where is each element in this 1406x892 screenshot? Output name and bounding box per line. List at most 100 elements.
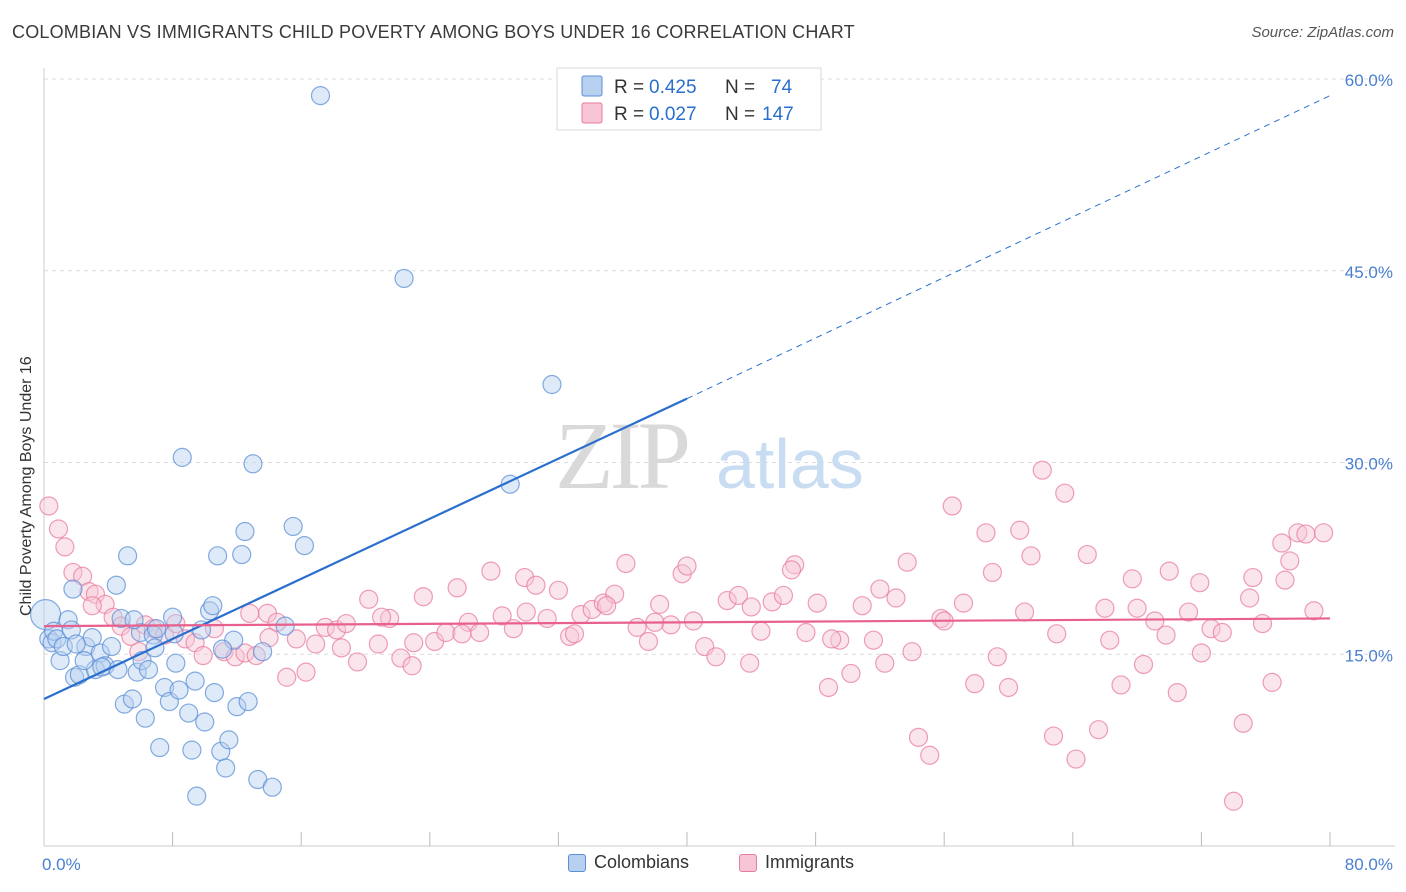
legend-swatch-colombians	[581, 75, 603, 97]
immigrants-point-97	[1066, 749, 1086, 769]
immigrants-point-120	[1304, 601, 1324, 621]
immigrants-point-111	[1223, 791, 1244, 811]
x-tick-label-1: 80.0%	[1345, 855, 1393, 874]
immigrants-point-30	[315, 617, 335, 638]
immigrants-point-91	[998, 677, 1019, 698]
immigrants-point-136	[870, 579, 890, 599]
immigrants-point-127	[452, 624, 472, 644]
immigrants-point-89	[976, 523, 996, 543]
blue-square-icon	[568, 853, 586, 872]
immigrants-point-147	[1275, 570, 1295, 590]
colombians-trend-extension	[686, 95, 1331, 400]
immigrants-point-130	[597, 596, 617, 616]
immigrants-point-6	[85, 584, 106, 604]
immigrants-point-3	[63, 562, 83, 583]
immigrants-point-1	[48, 519, 69, 539]
colombians-point-58	[283, 516, 303, 537]
immigrants-point-137	[902, 642, 922, 662]
pink-square-icon	[739, 853, 757, 872]
colombians-point-26	[138, 659, 159, 680]
immigrants-point-100	[1100, 630, 1120, 650]
immigrants-point-48	[515, 567, 535, 588]
legend-box: R = 0.425 N = 74 R = 0.027 N = 147	[556, 67, 822, 131]
immigrants-point-26	[277, 667, 297, 687]
colombians-point-38	[185, 671, 205, 691]
y-tick-label-2: 45.0%	[1345, 263, 1393, 282]
immigrants-point-78	[852, 596, 872, 616]
colombians-point-51	[235, 521, 255, 542]
immigrants-point-59	[638, 631, 659, 652]
immigrants-point-18	[193, 645, 213, 666]
colombians-point-61	[394, 268, 414, 289]
immigrants-point-112	[1233, 713, 1253, 733]
colombians-point-32	[163, 607, 183, 627]
y-tick-label-1: 30.0%	[1345, 455, 1393, 474]
immigrants-point-116	[1272, 533, 1292, 553]
immigrants-point-44	[470, 622, 490, 643]
immigrants-point-145	[1191, 643, 1212, 663]
colombians-point-36	[179, 703, 199, 723]
immigrants-point-124	[331, 638, 351, 658]
colombians-point-43	[204, 682, 224, 703]
immigrants-point-108	[1190, 573, 1210, 593]
bottom-legend-immigrants: Immigrants	[739, 852, 854, 873]
colombians-point-35	[172, 447, 192, 467]
chart-title: COLOMBIAN VS IMMIGRANTS CHILD POVERTY AM…	[12, 22, 855, 42]
colombians-point-63	[542, 374, 562, 395]
immigrants-point-81	[886, 588, 906, 608]
immigrants-point-134	[781, 560, 802, 580]
immigrants-point-106	[1167, 682, 1187, 703]
colombians-point-17	[106, 575, 126, 595]
immigrants-point-80	[875, 653, 895, 673]
colombians-point-66	[92, 657, 112, 677]
immigrants-point-33	[347, 652, 368, 672]
immigrants-point-94	[1032, 460, 1052, 480]
immigrants-point-98	[1077, 544, 1097, 565]
chart-source: Source: ZipAtlas.com	[1251, 24, 1394, 41]
tick-labels: 15.0% 30.0% 45.0% 60.0% 0.0% 80.0%	[42, 71, 1393, 874]
colombians-point-57	[275, 616, 295, 636]
immigrants-point-102	[1122, 569, 1142, 589]
immigrants-point-54	[582, 599, 602, 620]
immigrants-point-119	[1296, 524, 1316, 544]
colombians-point-14	[90, 643, 110, 663]
immigrants-point-27	[286, 629, 306, 649]
grid-lines	[44, 78, 1395, 655]
colombians-point-70	[187, 786, 207, 806]
immigrants-point-93	[1021, 546, 1041, 566]
immigrants-point-2	[55, 537, 75, 557]
immigrants-point-71	[773, 585, 794, 606]
immigrants-point-84	[920, 745, 940, 765]
immigrants-point-65	[706, 647, 726, 667]
colombians-point-29	[150, 737, 170, 758]
immigrants-point-148	[82, 596, 102, 616]
immigrants-point-41	[436, 622, 456, 643]
colombians-point-22	[127, 662, 147, 682]
immigrants-point-70	[762, 592, 782, 612]
immigrants-point-75	[818, 677, 839, 698]
immigrants-point-57	[616, 553, 636, 574]
immigrants-point-141	[1047, 624, 1067, 644]
immigrants-point-51	[548, 580, 569, 600]
bottom-legend-colombians: Colombians	[568, 852, 689, 873]
immigrants-point-133	[741, 597, 761, 617]
immigrants-point-142	[1095, 598, 1115, 618]
immigrants-point-132	[677, 556, 697, 576]
immigrants-point-82	[897, 552, 917, 572]
colombians-point-56	[262, 777, 282, 797]
colombians-point-21	[122, 689, 143, 709]
immigrants-point-135	[822, 629, 842, 649]
immigrants-point-29	[306, 634, 326, 654]
colombians-point-4	[47, 629, 67, 649]
immigrants-point-96	[1055, 483, 1075, 503]
colombians-point-59	[294, 535, 315, 556]
colombians-point-73	[124, 610, 144, 630]
immigrants-point-105	[1156, 625, 1176, 645]
immigrants-point-117	[1280, 551, 1300, 571]
immigrants-point-76	[830, 630, 850, 650]
immigrants-point-139	[982, 562, 1003, 583]
immigrants-point-126	[404, 633, 424, 653]
legend-swatch-immigrants	[581, 102, 603, 124]
immigrants-point-107	[1178, 602, 1199, 622]
